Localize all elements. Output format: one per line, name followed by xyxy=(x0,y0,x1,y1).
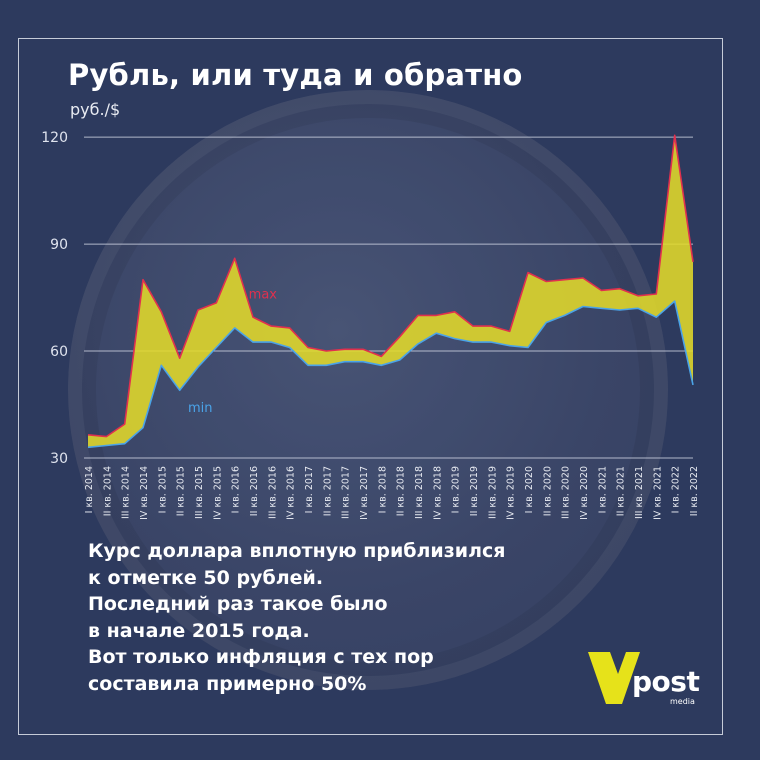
x-tick-label: III кв. 2021 xyxy=(634,466,645,519)
x-tick-label: IV кв. 2021 xyxy=(652,466,663,520)
caption-line: в начале 2015 года. xyxy=(88,619,310,642)
logo-word: post xyxy=(632,665,700,698)
caption: Курс доллара вплотную приблизился к отме… xyxy=(88,538,505,697)
caption-line: составила примерно 50% xyxy=(88,672,367,695)
x-tick-label: II кв. 2021 xyxy=(616,466,627,516)
x-tick-label: I кв. 2019 xyxy=(451,466,462,513)
x-tick-label: I кв. 2014 xyxy=(84,466,95,513)
x-tick-label: III кв. 2020 xyxy=(561,466,572,519)
x-tick-label: III кв. 2015 xyxy=(194,466,205,519)
x-tick-label: II кв. 2020 xyxy=(542,466,553,516)
x-tick-label: III кв. 2016 xyxy=(267,466,278,519)
min-line xyxy=(87,300,694,449)
x-tick-label: IV кв. 2019 xyxy=(506,466,517,520)
x-tick-label: III кв. 2019 xyxy=(487,466,498,519)
caption-line: Вот только инфляция с тех пор xyxy=(88,646,434,668)
frame-border xyxy=(18,38,723,735)
x-tick-label: II кв. 2019 xyxy=(469,466,480,516)
x-tick-label: I кв. 2017 xyxy=(304,466,315,513)
x-tick-label: III кв. 2017 xyxy=(341,466,352,519)
logo-sub: media xyxy=(670,697,695,706)
range-band xyxy=(88,135,693,448)
x-tick-label: IV кв. 2017 xyxy=(359,466,370,520)
series-label-max: max xyxy=(249,287,278,302)
chart-title: Рубль, или туда и обратно xyxy=(68,58,523,92)
series-label-min: min xyxy=(188,401,213,416)
x-tick-label: I кв. 2022 xyxy=(671,466,682,513)
x-tick-label: I кв. 2020 xyxy=(524,466,535,513)
y-tick-label: 90 xyxy=(50,237,68,253)
y-tick-label: 60 xyxy=(50,344,68,360)
x-tick-label: I кв. 2016 xyxy=(231,466,242,513)
x-tick-label: III кв. 2018 xyxy=(414,466,425,519)
coin-background xyxy=(68,90,668,690)
max-line xyxy=(87,134,694,438)
x-tick-label: II кв. 2017 xyxy=(322,466,333,516)
logo-mark xyxy=(588,652,640,704)
x-tick-label: I кв. 2015 xyxy=(157,466,168,513)
x-tick-label: II кв. 2016 xyxy=(249,466,260,516)
caption-line: к отметке 50 рублей. xyxy=(88,566,324,589)
x-tick-label: IV кв. 2015 xyxy=(212,466,223,520)
x-tick-label: I кв. 2021 xyxy=(597,466,608,513)
x-tick-label: IV кв. 2018 xyxy=(432,466,443,520)
x-tick-label: IV кв. 2014 xyxy=(139,466,150,520)
caption-line: Последний раз такое было xyxy=(88,593,388,615)
x-tick-label: I кв. 2018 xyxy=(377,466,388,513)
caption-line: Курс доллара вплотную приблизился xyxy=(88,540,506,562)
x-tick-label: III кв. 2014 xyxy=(121,466,132,519)
x-tick-label: II кв. 2022 xyxy=(689,466,700,516)
y-tick-label: 30 xyxy=(50,451,68,467)
x-tick-label: II кв. 2018 xyxy=(396,466,407,516)
x-tick-label: II кв. 2015 xyxy=(176,466,187,516)
x-tick-label: II кв. 2014 xyxy=(102,466,113,516)
x-tick-label: IV кв. 2020 xyxy=(579,466,590,520)
x-tick-label: IV кв. 2016 xyxy=(286,466,297,520)
postmedia-logo: post media xyxy=(588,648,706,708)
y-axis-unit: руб./$ xyxy=(70,100,121,119)
y-tick-label: 120 xyxy=(41,130,68,146)
